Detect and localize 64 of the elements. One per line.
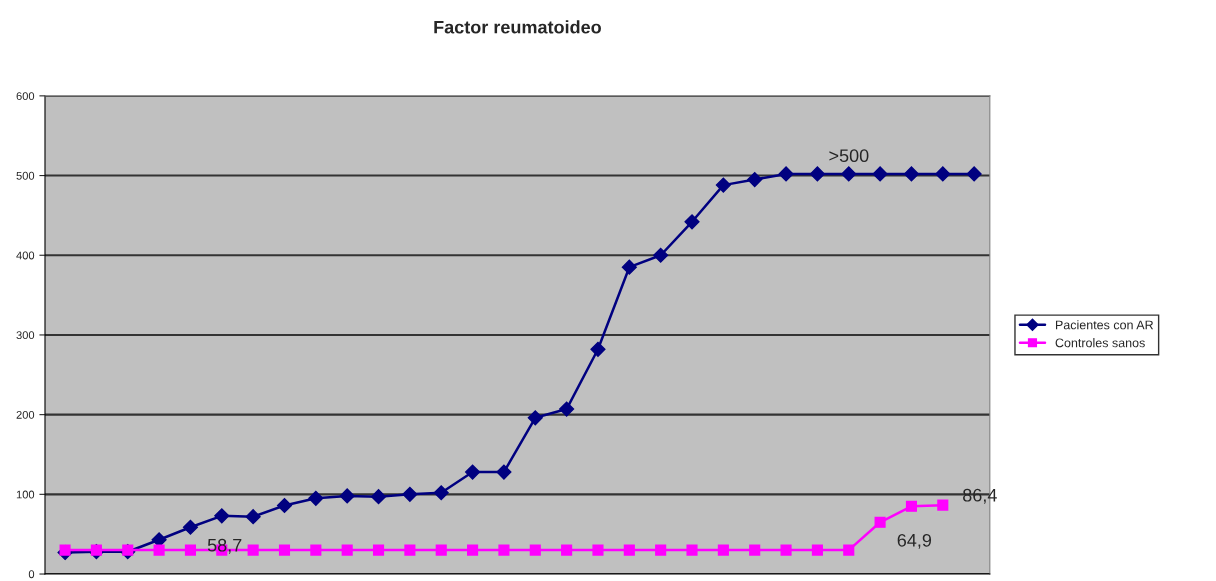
y-tick-label: 600 [16, 92, 35, 100]
data-label: 64,9 [897, 533, 932, 549]
point [278, 544, 291, 556]
point [623, 544, 635, 556]
point [843, 544, 855, 556]
point [684, 214, 700, 230]
point [435, 544, 447, 556]
point [937, 499, 949, 511]
point [653, 247, 669, 263]
data-label: >500 [829, 149, 869, 163]
point [621, 259, 637, 275]
point [341, 544, 353, 556]
point [247, 544, 259, 556]
point [404, 544, 416, 556]
point [310, 544, 322, 556]
point [715, 177, 731, 193]
point [749, 544, 761, 556]
y-tick-label: 100 [16, 490, 35, 499]
point [872, 166, 888, 182]
point [966, 166, 982, 182]
point [841, 166, 857, 182]
point [592, 544, 604, 556]
legend-label: Pacientes con AR [1056, 320, 1154, 330]
point [590, 341, 606, 357]
point [402, 486, 418, 502]
y-tick-label: 200 [16, 410, 35, 419]
point [496, 464, 512, 480]
point [372, 544, 385, 556]
legend-label: Controles sanos [1055, 338, 1145, 348]
point [811, 544, 823, 556]
point [339, 488, 355, 504]
y-tick-label: 400 [16, 251, 35, 260]
point [153, 544, 165, 556]
point [465, 464, 481, 480]
point [778, 166, 794, 182]
point [370, 489, 387, 505]
point [245, 509, 261, 525]
point [498, 544, 510, 556]
point [655, 544, 667, 556]
point [308, 490, 324, 506]
point [717, 544, 729, 556]
point [935, 166, 951, 182]
point [59, 544, 71, 556]
point [686, 544, 698, 556]
chart-title: Factor reumatoideo [434, 20, 601, 34]
point [214, 508, 230, 524]
point [780, 544, 792, 556]
y-tick-label: 0 [28, 570, 35, 579]
point [184, 544, 197, 556]
point [559, 401, 575, 417]
point [874, 516, 886, 528]
point [467, 544, 479, 556]
point [903, 166, 920, 182]
point [182, 519, 199, 535]
point [905, 500, 918, 512]
point [809, 166, 825, 182]
point [561, 544, 573, 556]
y-tick-label: 300 [16, 331, 35, 340]
point [276, 497, 293, 514]
point [747, 171, 763, 188]
point [527, 410, 543, 426]
point [529, 544, 541, 556]
y-tick-label: 500 [16, 171, 35, 180]
point [433, 485, 449, 501]
